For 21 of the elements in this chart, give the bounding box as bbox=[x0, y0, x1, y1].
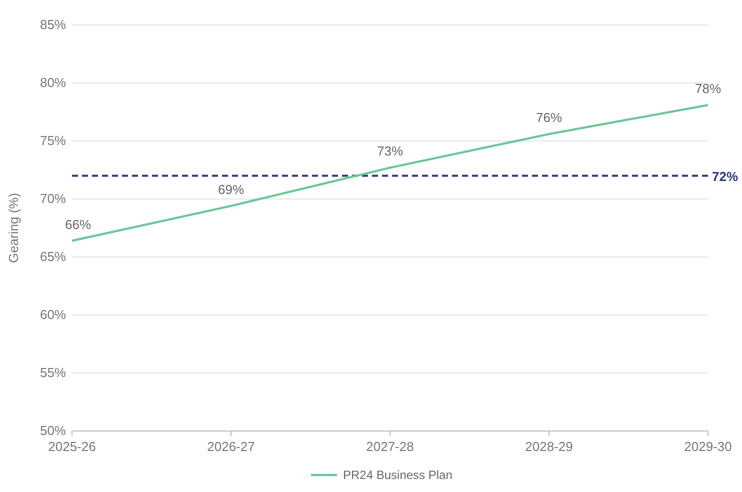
y-tick-label: 80% bbox=[40, 75, 66, 90]
data-label: 69% bbox=[218, 182, 244, 197]
x-tick-label: 2029-30 bbox=[684, 439, 732, 454]
legend-label: PR24 Business Plan bbox=[343, 468, 452, 482]
y-tick-label: 65% bbox=[40, 249, 66, 264]
y-tick-label: 50% bbox=[40, 423, 66, 438]
data-label: 66% bbox=[64, 216, 92, 232]
data-label: 73% bbox=[376, 144, 404, 159]
y-tick-label: 55% bbox=[40, 365, 66, 380]
x-tick-label: 2028-29 bbox=[525, 439, 573, 454]
y-tick-label: 60% bbox=[40, 307, 66, 322]
x-tick-label: 2025-26 bbox=[48, 439, 96, 454]
y-axis-title: Gearing (%) bbox=[6, 192, 21, 264]
data-label: 78% bbox=[694, 81, 722, 96]
ref-line-label: 72% bbox=[712, 168, 738, 184]
y-tick-label: 75% bbox=[40, 133, 66, 148]
y-tick-label: 85% bbox=[40, 17, 66, 32]
x-tick-label: 2027-28 bbox=[366, 439, 414, 454]
data-label: 76% bbox=[536, 110, 562, 126]
y-tick-label: 70% bbox=[40, 191, 66, 206]
x-tick-label: 2026-27 bbox=[207, 439, 255, 454]
